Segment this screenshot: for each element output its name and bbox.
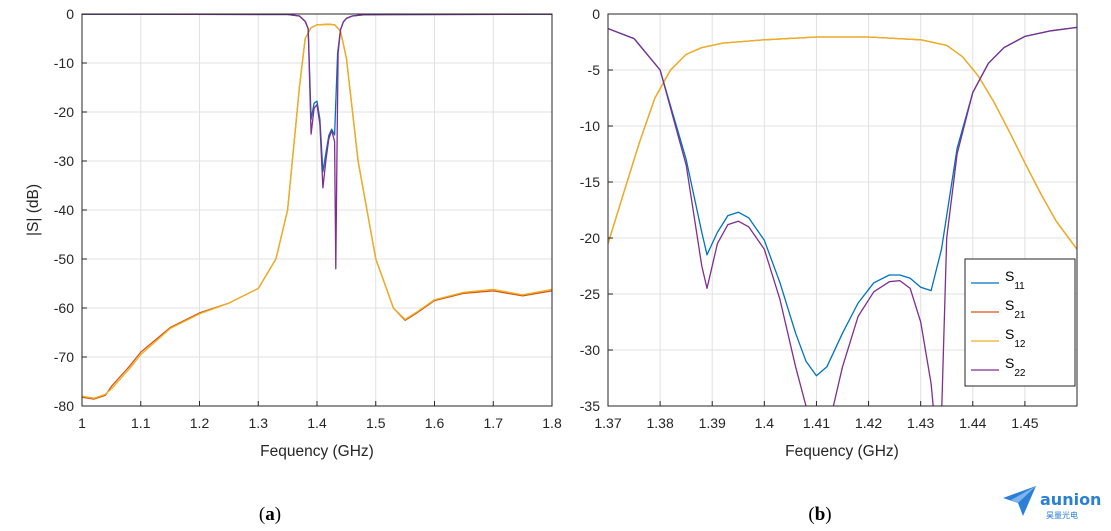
y-tick-label: -70 [54, 349, 74, 365]
caption-b-letter: b [815, 504, 826, 525]
y-tick-label: -30 [580, 342, 600, 358]
axes-box-b [607, 13, 1078, 407]
y-tick-label: -60 [54, 300, 74, 316]
x-tick-label: 1.42 [855, 415, 882, 431]
caption-a: (a) [259, 504, 281, 525]
series-line-s12 [608, 36, 1077, 250]
x-axis-title-b: Fequency (GHz) [785, 443, 899, 460]
y-tick-label: 0 [592, 6, 600, 22]
y-tick-label: -30 [54, 153, 74, 169]
y-tick-label: -80 [54, 398, 74, 414]
x-tick-label: 1.44 [959, 415, 986, 431]
x-tick-label: 1.1 [131, 415, 151, 431]
caption-b: (b) [808, 504, 831, 525]
y-tick-label: 0 [66, 6, 74, 22]
x-tick-label: 1.5 [366, 415, 386, 431]
series-line-s22 [82, 14, 552, 270]
legend-entry-subscript: 12 [1014, 339, 1026, 350]
logo-subtitle: 昊量光电 [1046, 510, 1078, 520]
x-tick-label: 1.45 [1011, 415, 1038, 431]
x-tick-label: 1.2 [190, 415, 210, 431]
logo-brand: aunion [1040, 490, 1101, 509]
legend-entry-label: S12 [1005, 326, 1026, 350]
legend-entry-base: S [1005, 297, 1014, 313]
x-tick-label: 1.41 [803, 415, 830, 431]
y-tick-label: -10 [580, 118, 600, 134]
legend-entry-label: S22 [1005, 355, 1026, 379]
legend-entry-base: S [1005, 268, 1014, 284]
y-axis-title-a: |S| (dB) [25, 184, 42, 236]
series-group-b [608, 26, 1077, 406]
y-tick-label: -40 [54, 202, 74, 218]
caption-a-close: ) [275, 504, 281, 525]
legend-entry-subscript: 21 [1014, 310, 1026, 321]
y-tick-label: -20 [54, 104, 74, 120]
y-tick-label: -50 [54, 251, 74, 267]
caption-b-close: ) [825, 504, 831, 525]
x-tick-label: 1 [78, 415, 86, 431]
legend-entry-base: S [1005, 355, 1014, 371]
legend-box [964, 258, 1076, 387]
legend-entry-subscript: 22 [1014, 368, 1026, 379]
x-axis-title-a: Fequency (GHz) [260, 443, 374, 460]
caption-a-open: ( [259, 504, 265, 525]
ticks-b: 1.37 1.38 1.39 1.4 1.41 1.42 1.43 1.44 1.45 0 -5 -1… [580, 6, 1039, 431]
x-tick-label: 1.43 [907, 415, 934, 431]
series-line-s22 [608, 26, 1077, 406]
legend-entry-base: S [1005, 326, 1014, 342]
legend-entry-label: S11 [1005, 268, 1025, 292]
series-group-a [82, 14, 552, 400]
x-tick-label: 1.3 [249, 415, 269, 431]
y-tick-label: -10 [54, 55, 74, 71]
caption-b-open: ( [808, 504, 814, 525]
x-tick-label: 1.8 [542, 415, 562, 431]
x-tick-label: 1.37 [594, 415, 621, 431]
x-tick-label: 1.4 [755, 415, 775, 431]
aunion-logo: aunion 昊量光电 [1003, 486, 1101, 520]
series-line-s12 [82, 23, 552, 399]
y-tick-label: -25 [580, 286, 600, 302]
x-tick-label: 1.6 [425, 415, 445, 431]
caption-a-letter: a [265, 504, 275, 525]
legend-entry-subscript: 11 [1014, 281, 1025, 292]
chart-panel-a: 1 1.1 1.2 1.3 1.4 1.5 1.6 1.7 1.8 0 -10 -20 -30 -40 -5… [25, 6, 562, 525]
ticks-a: 1 1.1 1.2 1.3 1.4 1.5 1.6 1.7 1.8 0 -10 -20 -30 -40 -5… [54, 6, 562, 431]
y-tick-label: -20 [580, 230, 600, 246]
y-tick-label: -35 [580, 398, 600, 414]
x-tick-label: 1.7 [484, 415, 504, 431]
x-tick-label: 1.38 [646, 415, 673, 431]
y-tick-label: -15 [580, 174, 600, 190]
chart-panel-b: 1.37 1.38 1.39 1.4 1.41 1.42 1.43 1.44 1.45 0 -5 -1… [580, 6, 1078, 525]
y-tick-label: -5 [588, 62, 601, 78]
legend-entry-label: S21 [1005, 297, 1026, 321]
x-tick-label: 1.39 [699, 415, 726, 431]
logo-mark-fold-icon [1011, 486, 1036, 503]
x-tick-label: 1.4 [307, 415, 327, 431]
